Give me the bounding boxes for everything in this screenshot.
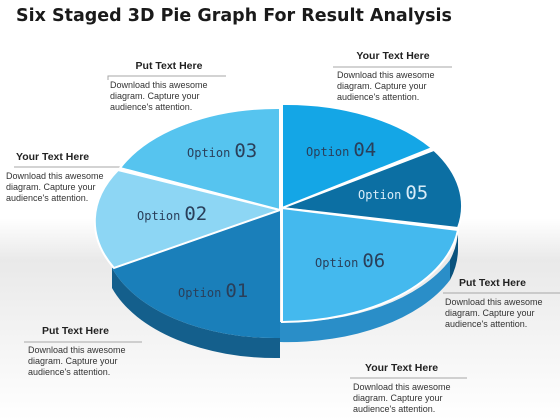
- option-05-word: Option: [358, 188, 401, 202]
- option-02-number: 02: [184, 203, 207, 225]
- callout-mid-left: Your Text Here Download this awesome dia…: [6, 151, 118, 204]
- callout-body: Download this awesome diagram. Capture y…: [110, 80, 208, 112]
- pie-slice-option-06: [281, 206, 460, 324]
- option-04-word: Option: [306, 145, 349, 159]
- option-04-number: 04: [353, 139, 376, 161]
- option-label-04: Option 04: [306, 139, 376, 161]
- callout-heading: Put Text Here: [459, 277, 526, 289]
- option-label-06: Option 06: [315, 250, 385, 272]
- callout-body: Download this awesome diagram. Capture y…: [353, 382, 451, 414]
- callout-bottom-left: Put Text Here Download this awesome diag…: [28, 325, 140, 378]
- option-02-word: Option: [137, 209, 180, 223]
- callout-top-left: Put Text Here Download this awesome diag…: [110, 60, 228, 113]
- callout-mid-right: Put Text Here Download this awesome diag…: [445, 277, 557, 330]
- callout-heading: Put Text Here: [135, 60, 203, 72]
- callout-heading: Put Text Here: [42, 325, 109, 337]
- option-03-word: Option: [187, 146, 230, 160]
- option-01-number: 01: [225, 280, 248, 302]
- pie-slice-option-02: [93, 168, 284, 270]
- leader-line-top-left: [107, 75, 226, 80]
- option-label-05: Option 05: [358, 182, 428, 204]
- option-05-number: 05: [405, 182, 428, 204]
- pie-slice-option-05: [281, 148, 463, 230]
- pie-side-wall-option-05: [450, 228, 459, 280]
- option-label-02: Option 02: [137, 203, 207, 225]
- callout-body: Download this awesome diagram. Capture y…: [6, 171, 104, 203]
- option-label-03: Option 03: [187, 140, 257, 162]
- pie-side-wall-option-01: [112, 268, 280, 359]
- callout-heading: Your Text Here: [16, 151, 90, 163]
- option-03-number: 03: [234, 140, 257, 162]
- option-label-01: Option 01: [178, 280, 248, 302]
- pie-slice-option-03: [118, 106, 281, 212]
- option-01-word: Option: [178, 286, 221, 300]
- page-title: Six Staged 3D Pie Graph For Result Analy…: [16, 6, 452, 26]
- callout-body: Download this awesome diagram. Capture y…: [337, 70, 435, 102]
- callout-heading: Your Text Here: [365, 362, 439, 374]
- pie-slice-option-04: [281, 102, 434, 210]
- callout-heading: Your Text Here: [356, 50, 430, 62]
- callout-top-right: Your Text Here Download this awesome dia…: [337, 50, 449, 103]
- pie-slice-option-01: [112, 210, 280, 339]
- callout-body: Download this awesome diagram. Capture y…: [28, 345, 126, 377]
- option-06-word: Option: [315, 256, 358, 270]
- option-06-number: 06: [362, 250, 385, 272]
- callout-body: Download this awesome diagram. Capture y…: [445, 297, 543, 329]
- pie-side-wall-option-06: [280, 260, 450, 343]
- callout-bottom-right: Your Text Here Download this awesome dia…: [353, 362, 465, 415]
